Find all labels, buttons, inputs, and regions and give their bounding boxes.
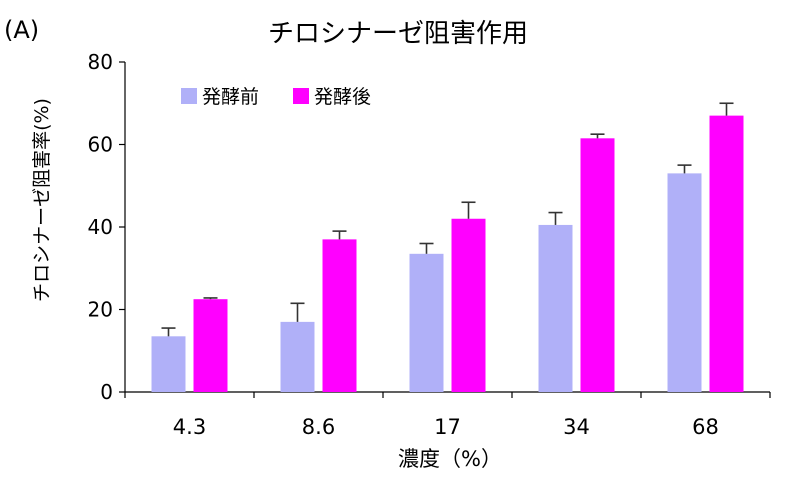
y-tick-label: 0 xyxy=(100,380,113,404)
y-tick-label: 60 xyxy=(88,133,113,157)
legend: 発酵前 発酵後 xyxy=(181,86,371,108)
y-axis-label: チロシナーゼ阻害率(%) xyxy=(31,98,53,302)
legend-swatch-before xyxy=(181,88,197,104)
bar-before-8.6 xyxy=(280,321,315,392)
x-tick-label: 68 xyxy=(692,415,719,439)
x-tick-label: 8.6 xyxy=(302,415,335,439)
x-tick-label: 4.3 xyxy=(173,415,206,439)
y-tick-label: 80 xyxy=(88,50,113,74)
x-tick-label: 34 xyxy=(563,415,590,439)
tick-labels: 0 20 40 60 80 4.3 8.6 17 34 68 xyxy=(88,50,719,439)
bar-before-17 xyxy=(409,253,444,392)
axes xyxy=(119,61,771,398)
x-axis-label: 濃度（%） xyxy=(398,447,502,471)
bar-after-17 xyxy=(451,218,486,392)
error-bars xyxy=(161,102,734,337)
y-tick-label: 20 xyxy=(88,298,113,322)
panel-label: (A) xyxy=(4,16,39,44)
bar-before-34 xyxy=(538,224,573,392)
bar-after-68 xyxy=(709,115,744,392)
bar-after-8.6 xyxy=(322,239,357,392)
y-tick-label: 40 xyxy=(88,215,113,239)
x-tick-label: 17 xyxy=(434,415,461,439)
legend-label-before: 発酵前 xyxy=(202,86,259,108)
bar-after-4.3 xyxy=(193,299,228,392)
chart-title: チロシナーゼ阻害作用 xyxy=(268,19,528,49)
bars xyxy=(151,115,744,392)
legend-label-after: 発酵後 xyxy=(314,86,371,108)
bar-after-34 xyxy=(580,138,615,392)
bar-before-4.3 xyxy=(151,336,186,392)
bar-before-68 xyxy=(667,173,702,392)
legend-swatch-after xyxy=(293,88,309,104)
